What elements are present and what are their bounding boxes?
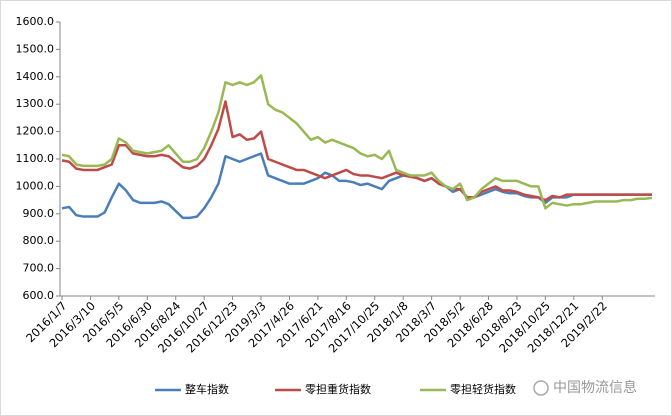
- series-line: [61, 100, 652, 202]
- y-tick-label: 700.0: [23, 262, 55, 275]
- watermark-icon: [533, 380, 549, 396]
- y-tick-label: 1600.0: [16, 15, 55, 28]
- y-tick-label: 600.0: [23, 289, 55, 302]
- y-tick-label: 1300.0: [16, 97, 55, 110]
- y-tick-label: 900.0: [23, 207, 55, 220]
- y-tick-label: 1400.0: [16, 70, 55, 83]
- legend-label: 零担轻货指数: [450, 382, 516, 396]
- legend-label: 整车指数: [185, 382, 229, 396]
- watermark-text: 中国物流信息: [553, 379, 637, 396]
- y-tick-label: 1500.0: [16, 42, 55, 55]
- y-tick-label: 1200.0: [16, 125, 55, 138]
- y-tick-label: 1100.0: [16, 152, 55, 165]
- y-tick-label: 800.0: [23, 234, 55, 247]
- y-tick-label: 1000.0: [16, 179, 55, 192]
- watermark: 中国物流信息: [533, 379, 637, 396]
- legend-label: 零担重货指数: [305, 382, 371, 396]
- series-line: [61, 74, 653, 210]
